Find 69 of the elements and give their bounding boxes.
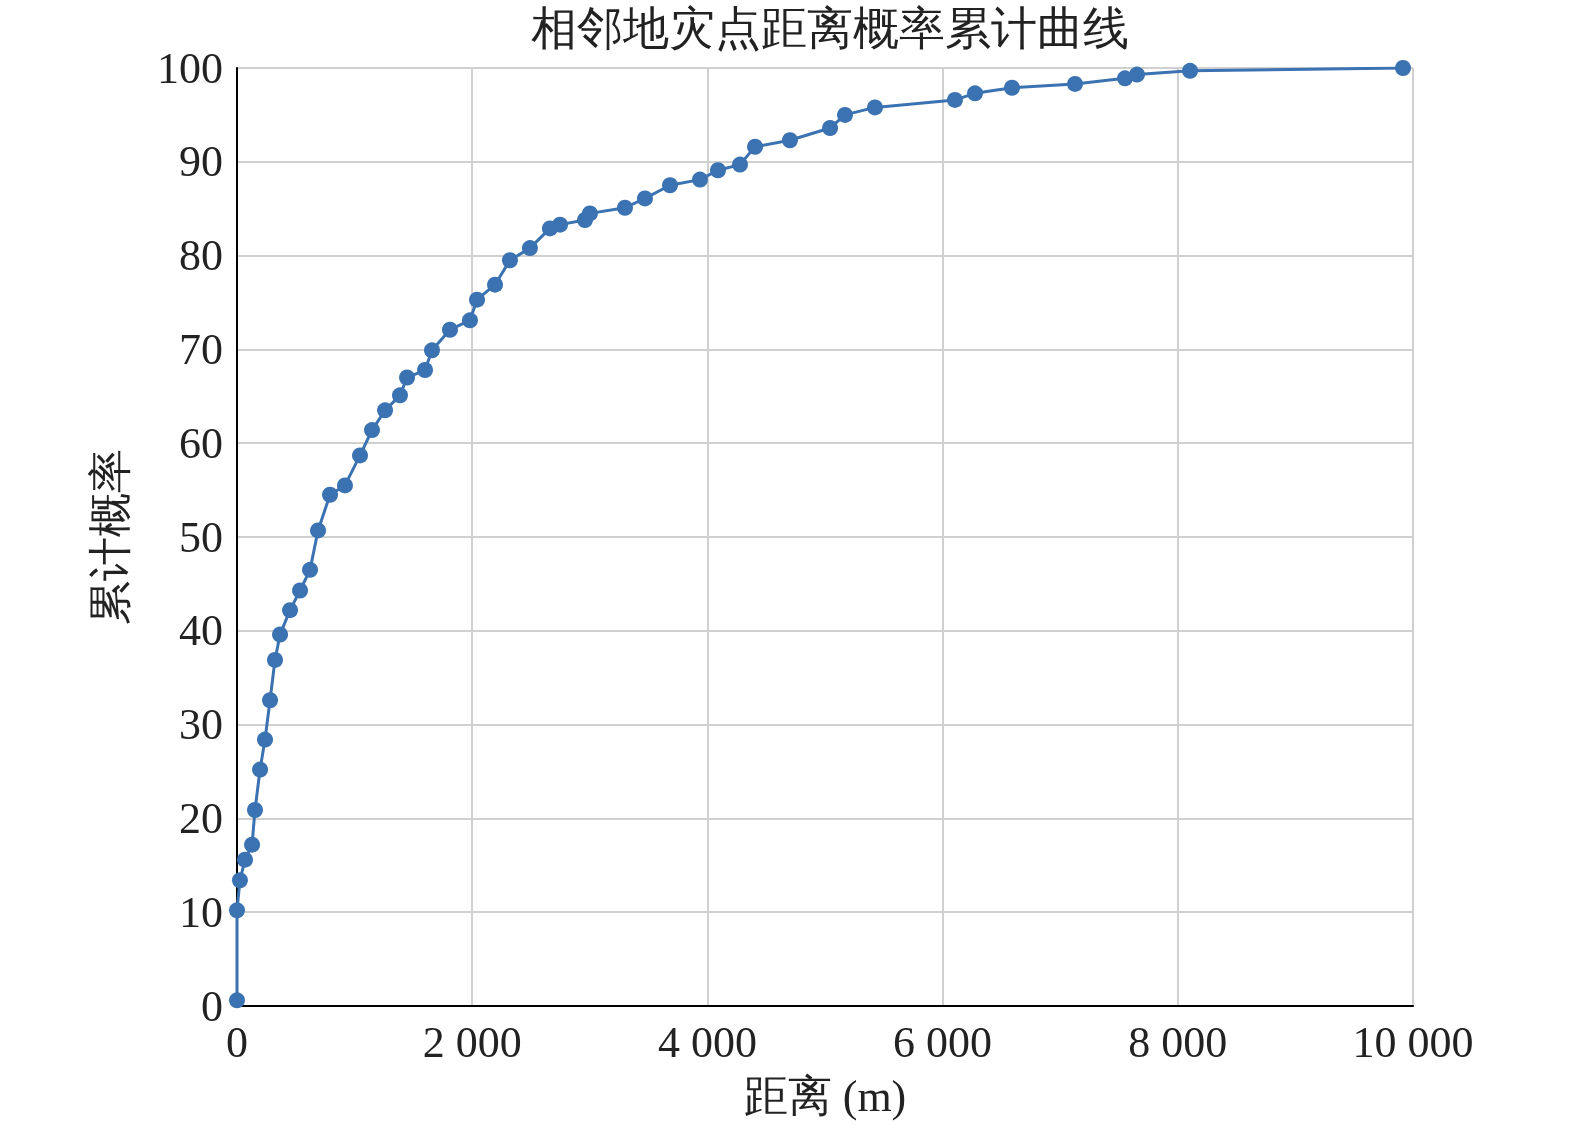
point <box>272 626 289 643</box>
point <box>1395 60 1411 76</box>
point <box>747 138 764 155</box>
point <box>636 190 653 207</box>
point <box>441 321 458 338</box>
point <box>1182 62 1199 79</box>
x-tick-label: 10 000 <box>1352 1017 1474 1067</box>
point <box>231 872 248 889</box>
point <box>229 992 245 1009</box>
x-tick-label: 4 000 <box>657 1017 757 1067</box>
y-tick-label: 90 <box>179 137 223 187</box>
point <box>581 205 598 222</box>
y-axis-title: 累计概率 <box>85 449 135 625</box>
y-tick-label: 30 <box>179 700 223 750</box>
y-tick-label: 0 <box>201 981 223 1031</box>
point <box>731 156 748 173</box>
point <box>257 731 273 748</box>
point <box>461 312 478 329</box>
point <box>867 99 883 116</box>
point <box>364 422 380 439</box>
y-tick-label: 60 <box>179 418 223 468</box>
point <box>487 276 504 293</box>
point <box>237 851 253 868</box>
y-tick-label: 100 <box>157 43 223 93</box>
point <box>229 902 245 919</box>
y-tick-label: 40 <box>179 606 223 656</box>
point <box>392 387 408 404</box>
point <box>282 602 299 619</box>
point <box>399 369 416 386</box>
point <box>501 252 518 269</box>
point <box>302 561 319 578</box>
point <box>247 801 263 818</box>
point <box>552 216 569 233</box>
point <box>469 291 486 308</box>
point <box>322 486 339 503</box>
point <box>1004 79 1020 96</box>
x-tick-label: 2 000 <box>422 1017 522 1067</box>
point <box>521 240 538 257</box>
y-tick-label: 80 <box>179 231 223 281</box>
point <box>352 447 369 464</box>
chart-title: 相邻地灾点距离概率累计曲线 <box>531 2 1129 54</box>
point <box>262 692 279 709</box>
y-tick-label: 50 <box>179 512 223 562</box>
point <box>692 171 708 188</box>
point <box>252 761 269 778</box>
point <box>946 91 963 108</box>
point <box>781 132 798 149</box>
y-tick-label: 10 <box>179 887 223 937</box>
x-tick-label: 6 000 <box>893 1017 993 1067</box>
point <box>837 106 853 123</box>
point <box>822 120 839 137</box>
point <box>1067 75 1084 92</box>
point <box>310 522 327 539</box>
point <box>292 582 309 599</box>
x-tick-label: 8 000 <box>1128 1017 1228 1067</box>
point <box>336 477 353 494</box>
point <box>710 162 726 179</box>
point <box>267 651 283 668</box>
point <box>662 177 678 194</box>
x-axis-title: 距离 (m) <box>743 1071 907 1121</box>
y-tick-label: 20 <box>179 793 223 843</box>
point <box>967 85 984 102</box>
point <box>377 402 394 419</box>
point <box>616 199 633 216</box>
point <box>244 836 261 853</box>
point <box>1129 66 1145 83</box>
y-tick-label: 70 <box>179 324 223 374</box>
point <box>417 362 434 379</box>
point <box>424 342 440 359</box>
